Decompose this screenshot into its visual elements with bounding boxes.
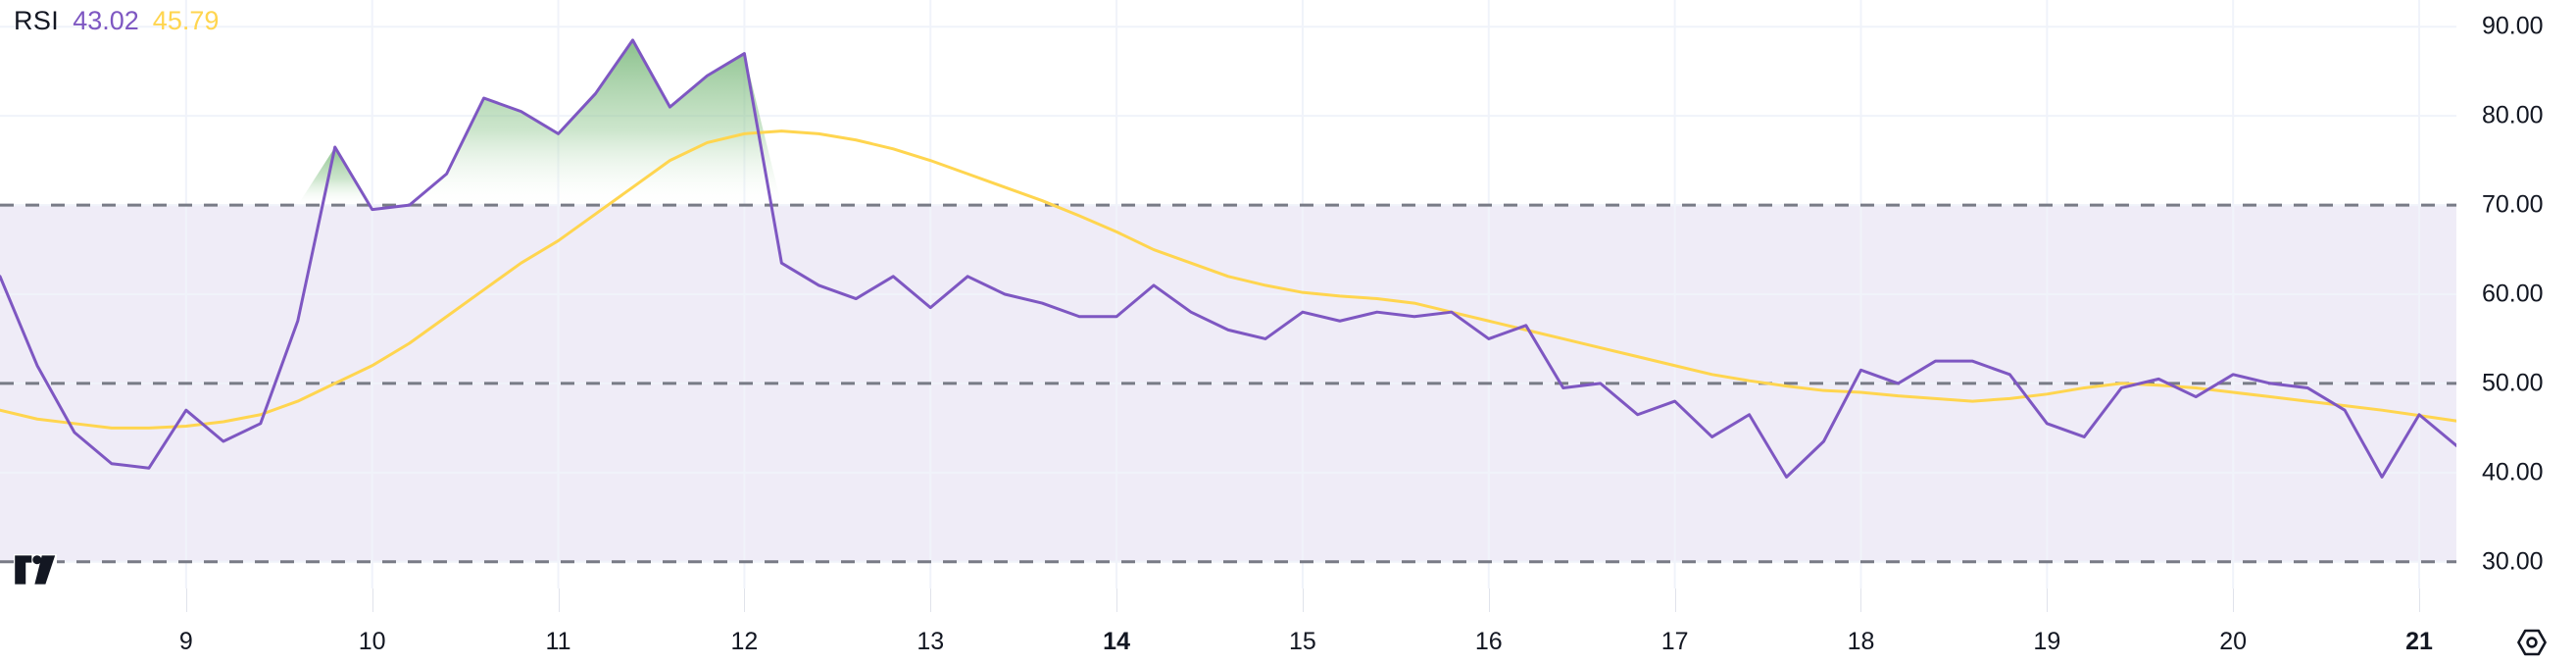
x-axis-tick — [2419, 588, 2421, 612]
time-axis[interactable]: 9 10 11 12 13 14 15 16 17 18 19 20 21 — [0, 588, 2576, 665]
rsi-ma-line — [0, 129, 2456, 430]
y-axis-label: 90.00 — [2482, 12, 2544, 40]
x-axis-tick — [744, 588, 746, 612]
overbought-fill — [297, 39, 782, 206]
y-axis-label: 40.00 — [2482, 458, 2544, 486]
x-axis-label: 21 — [2405, 628, 2433, 655]
y-axis-label: 70.00 — [2482, 190, 2544, 219]
x-axis-label: 16 — [1474, 628, 1503, 655]
x-axis-tick — [1860, 588, 1862, 612]
tradingview-logo-icon[interactable] — [14, 554, 57, 586]
legend-ma-value: 45.79 — [152, 6, 220, 35]
x-axis-tick — [185, 588, 187, 612]
x-axis-tick — [558, 588, 560, 612]
x-axis-label: 12 — [730, 628, 759, 655]
x-axis-tick — [1116, 588, 1118, 612]
x-axis-tick — [1674, 588, 1676, 612]
legend[interactable]: RSI 43.02 45.79 — [14, 6, 219, 36]
price-axis[interactable]: 90.00 80.00 70.00 60.00 50.00 40.00 30.00 — [2456, 0, 2576, 588]
x-axis-label: 20 — [2219, 628, 2248, 655]
hex-nut-settings-icon[interactable] — [2515, 626, 2549, 659]
x-axis-tick — [1488, 588, 1490, 612]
legend-rsi-value: 43.02 — [73, 6, 139, 35]
y-axis-label: 50.00 — [2482, 369, 2544, 397]
x-axis-label: 13 — [916, 628, 945, 655]
y-axis-label: 60.00 — [2482, 280, 2544, 308]
y-axis-label: 80.00 — [2482, 101, 2544, 129]
x-axis-label: 11 — [545, 628, 571, 655]
x-axis-tick — [1302, 588, 1304, 612]
x-axis-tick — [2047, 588, 2049, 612]
x-axis-tick — [2233, 588, 2235, 612]
x-axis-label: 14 — [1103, 628, 1130, 655]
vertical-gridlines — [184, 0, 2421, 588]
x-axis-tick — [372, 588, 373, 612]
plot-area[interactable] — [0, 0, 2456, 588]
x-axis-label: 9 — [178, 628, 193, 655]
plot-svg — [0, 0, 2456, 588]
x-axis-tick — [930, 588, 932, 612]
x-axis-label: 15 — [1289, 628, 1316, 655]
x-axis-label: 10 — [358, 628, 386, 655]
x-axis-label: 18 — [1847, 628, 1875, 655]
legend-title: RSI — [14, 6, 60, 35]
x-axis-label: 19 — [2033, 628, 2061, 655]
rsi-line — [0, 38, 2456, 479]
y-axis-label: 30.00 — [2482, 547, 2544, 576]
x-axis-label: 17 — [1660, 628, 1689, 655]
